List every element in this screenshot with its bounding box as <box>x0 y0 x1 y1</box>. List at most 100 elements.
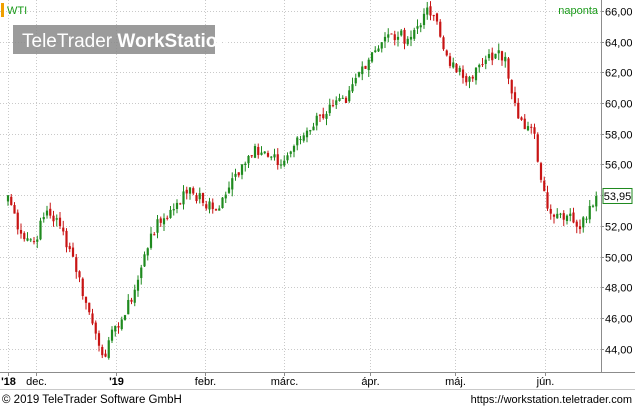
candle-body <box>42 217 45 220</box>
candle-body <box>153 234 156 236</box>
candle-body <box>81 278 84 297</box>
candle-body <box>309 130 312 132</box>
footer-link[interactable]: https://workstation.teletrader.com <box>471 394 632 406</box>
candle-body <box>487 54 491 59</box>
candle-body <box>539 163 543 180</box>
x-axis: '18 dec. '19 febr. márc. ápr. máj. jún. <box>1 372 554 388</box>
candle-body <box>172 209 175 211</box>
candle-body <box>58 217 62 226</box>
candle-body <box>484 59 487 64</box>
candle-body <box>240 164 244 175</box>
last-price-label: 53,95 <box>604 191 632 203</box>
candle-body <box>497 50 500 54</box>
candle-body <box>409 36 413 40</box>
candle-body <box>380 42 383 49</box>
candle-body <box>549 208 552 214</box>
candle-body <box>23 233 26 240</box>
candle-body <box>117 326 120 328</box>
candle-body <box>361 66 364 75</box>
candle-body <box>88 302 91 313</box>
y-tick-label: 58,00 <box>605 130 633 142</box>
y-tick-label: 62,00 <box>605 68 633 80</box>
candle-body <box>185 189 188 194</box>
candle-body <box>302 135 305 141</box>
candle-body <box>279 164 283 166</box>
candle-body <box>429 6 432 16</box>
y-axis: 44,0046,0048,0050,0052,0054,0056,0058,00… <box>601 7 633 357</box>
candle-body <box>465 76 468 83</box>
candle-body <box>585 218 588 220</box>
candle-body <box>426 7 429 15</box>
candle-body <box>383 36 387 42</box>
candle-body <box>26 238 29 241</box>
candle-body <box>136 279 140 291</box>
y-tick-label: 56,00 <box>605 160 633 172</box>
candle-body <box>283 160 286 166</box>
candle-body <box>510 80 513 94</box>
y-tick-label: 44,00 <box>605 345 633 357</box>
candle-body <box>101 346 104 356</box>
candle-body <box>123 315 127 320</box>
watermark-text-bold: WorkStation <box>117 31 229 52</box>
watermark-text-light: TeleTrader <box>22 31 117 52</box>
candle-body <box>253 146 257 158</box>
candle-body <box>49 208 52 216</box>
candle-body <box>227 187 231 193</box>
x-tick-label: máj. <box>445 376 466 388</box>
candle-body <box>292 146 296 152</box>
candle-body <box>455 64 458 73</box>
candle-body <box>110 329 114 341</box>
candle-body <box>322 114 325 119</box>
candle-body <box>169 209 172 218</box>
candle-body <box>513 92 517 103</box>
candle-body <box>211 202 214 210</box>
candle-body <box>6 195 10 202</box>
x-tick-label: febr. <box>195 376 216 388</box>
candle-body <box>559 213 562 215</box>
candle-body <box>97 333 101 346</box>
candle-body <box>517 102 520 119</box>
candle-body <box>198 193 201 200</box>
x-tick-label: márc. <box>271 376 299 388</box>
candle-body <box>305 130 309 138</box>
y-tick-label: 50,00 <box>605 253 633 265</box>
candle-body <box>179 203 182 205</box>
candle-body <box>107 340 110 358</box>
y-tick-label: 48,00 <box>605 283 633 295</box>
symbol-marker <box>1 3 4 17</box>
candle-body <box>32 241 36 243</box>
candle-body <box>62 227 65 232</box>
candle-body <box>357 72 361 77</box>
candle-body <box>52 215 55 222</box>
candle-body <box>166 217 169 219</box>
candle-body <box>127 299 130 315</box>
candle-body <box>224 194 227 199</box>
candle-body <box>364 65 367 69</box>
candle-body <box>296 137 299 146</box>
y-tick-label: 64,00 <box>605 38 633 50</box>
svg-text:TeleTrader WorkStation: TeleTrader WorkStation <box>22 31 229 52</box>
candle-body <box>94 322 97 334</box>
candle-body <box>13 205 16 214</box>
y-tick-label: 60,00 <box>605 99 633 111</box>
candle-body <box>432 15 435 17</box>
x-tick-label: jún. <box>536 376 555 388</box>
candle-body <box>218 208 221 211</box>
watermark: TeleTrader WorkStation <box>13 25 229 54</box>
candle-body <box>533 127 536 134</box>
candle-body <box>331 105 335 107</box>
candle-body <box>565 215 569 221</box>
candle-body <box>523 118 526 130</box>
candle-body <box>78 271 81 278</box>
candle-body <box>266 152 270 157</box>
candle-body <box>65 230 68 248</box>
candle-body <box>416 26 419 29</box>
candle-body <box>325 113 328 119</box>
candle-body <box>445 50 448 56</box>
candle-body <box>526 126 530 131</box>
candle-body <box>159 218 162 223</box>
candle-body <box>182 191 185 205</box>
candle-body <box>403 29 406 44</box>
candle-body <box>114 325 117 332</box>
